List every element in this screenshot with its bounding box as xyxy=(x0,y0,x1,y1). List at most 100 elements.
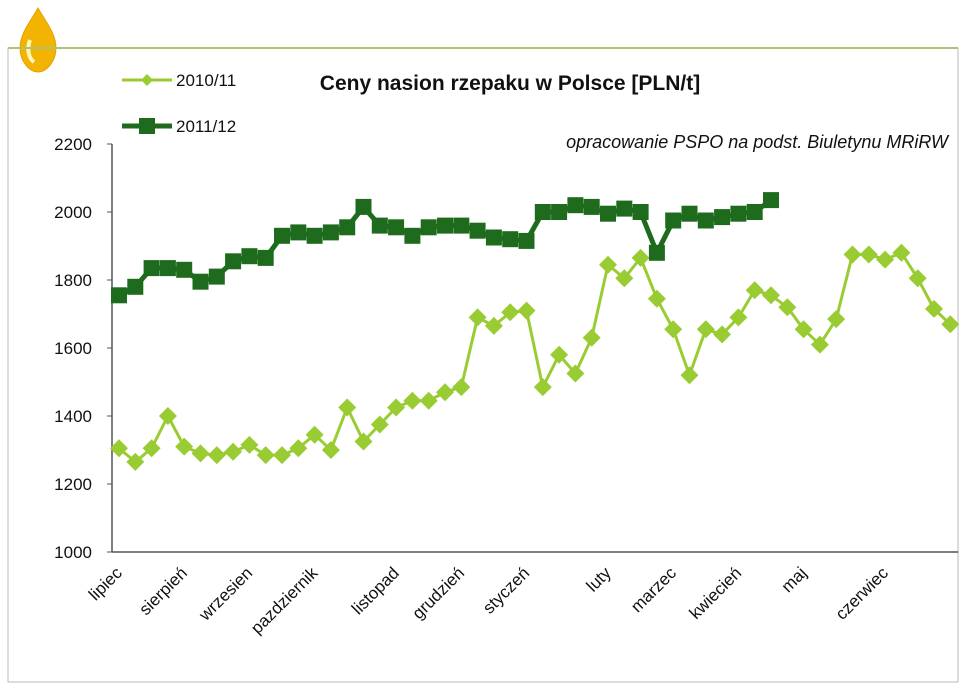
y-tick-label: 1000 xyxy=(54,543,92,562)
y-tick-label: 1800 xyxy=(54,271,92,290)
data-point xyxy=(763,192,779,209)
data-point xyxy=(274,227,290,244)
data-point xyxy=(126,452,145,471)
data-point xyxy=(908,269,927,288)
data-point xyxy=(469,222,486,239)
oil-drop-icon xyxy=(19,6,57,73)
x-tick-label: wrzesien xyxy=(195,563,257,625)
data-point xyxy=(713,325,732,344)
x-tick-label: maj xyxy=(778,563,811,596)
data-point xyxy=(680,366,699,385)
y-tick-label: 2000 xyxy=(54,203,92,222)
data-point xyxy=(306,227,323,244)
data-point xyxy=(176,261,193,278)
data-point xyxy=(370,415,389,434)
x-tick-label: styczeń xyxy=(479,563,533,617)
y-tick-label: 1600 xyxy=(54,339,92,358)
x-tick-label: grudzień xyxy=(409,563,469,623)
data-point xyxy=(322,224,339,241)
data-point xyxy=(697,212,714,229)
data-point xyxy=(192,273,209,290)
data-point xyxy=(647,289,666,308)
y-tick-label: 2200 xyxy=(54,135,92,154)
data-point xyxy=(484,316,503,335)
data-point xyxy=(207,446,226,465)
data-point xyxy=(339,219,356,236)
data-point xyxy=(404,227,421,244)
data-point xyxy=(224,442,243,461)
data-point xyxy=(142,439,161,458)
data-point xyxy=(762,286,780,305)
data-point xyxy=(321,441,340,459)
data-point xyxy=(437,217,453,234)
data-point xyxy=(338,398,357,417)
data-point xyxy=(567,197,584,214)
data-point xyxy=(485,229,502,246)
data-point xyxy=(419,391,438,410)
data-point xyxy=(550,345,569,364)
drop-highlight xyxy=(26,39,36,64)
data-point xyxy=(111,287,127,304)
data-point xyxy=(257,249,274,266)
data-point xyxy=(745,281,764,300)
data-point xyxy=(355,198,372,215)
data-point xyxy=(696,320,715,339)
x-tick-label: marzec xyxy=(627,563,680,616)
legend-marker xyxy=(139,118,155,134)
legend-label: 2011/12 xyxy=(176,117,236,136)
x-tick-label: listopad xyxy=(348,563,403,618)
data-point xyxy=(143,260,160,277)
x-tick-label: lipiec xyxy=(85,563,126,604)
data-point xyxy=(632,204,649,220)
data-point xyxy=(746,204,763,220)
data-point xyxy=(191,444,210,463)
data-point xyxy=(159,260,176,277)
data-point xyxy=(110,439,128,458)
legend-label: 2010/11 xyxy=(176,71,236,90)
data-point xyxy=(387,398,406,417)
x-tick-label: czerwiec xyxy=(832,563,893,624)
data-point xyxy=(403,391,422,410)
data-point xyxy=(305,425,324,444)
data-point xyxy=(371,217,388,234)
data-point xyxy=(533,378,552,397)
x-tick-label: luty xyxy=(583,563,615,595)
data-point xyxy=(730,205,747,222)
data-point xyxy=(810,335,829,354)
data-point xyxy=(388,219,405,236)
data-point xyxy=(582,328,601,347)
chart-subtitle: opracowanie PSPO na podst. Biuletynu MRi… xyxy=(566,132,950,152)
data-point xyxy=(827,310,846,329)
data-point xyxy=(600,205,616,222)
data-point xyxy=(420,219,437,236)
data-point xyxy=(892,243,911,262)
series-line xyxy=(118,250,952,464)
data-point xyxy=(290,224,307,241)
data-point xyxy=(273,446,291,465)
data-point xyxy=(859,245,878,264)
data-point xyxy=(941,315,960,334)
data-point xyxy=(501,303,520,322)
data-point xyxy=(502,231,519,248)
data-point xyxy=(778,298,797,317)
data-point xyxy=(208,268,225,285)
data-point xyxy=(876,250,895,269)
data-point xyxy=(225,253,242,270)
data-point xyxy=(289,439,308,458)
data-point xyxy=(615,269,634,288)
data-point xyxy=(534,204,551,220)
data-point xyxy=(583,198,600,215)
data-point xyxy=(240,435,259,454)
data-point xyxy=(665,212,682,229)
data-point xyxy=(664,320,683,339)
chart-frame xyxy=(7,47,959,683)
chart-title: Ceny nasion rzepaku w Polsce [PLN/t] xyxy=(320,72,700,95)
data-point xyxy=(551,204,568,220)
data-point xyxy=(453,217,470,234)
data-point xyxy=(714,209,731,226)
data-point xyxy=(241,248,258,265)
data-point xyxy=(517,301,536,320)
data-point xyxy=(468,308,487,327)
data-point xyxy=(599,255,617,274)
